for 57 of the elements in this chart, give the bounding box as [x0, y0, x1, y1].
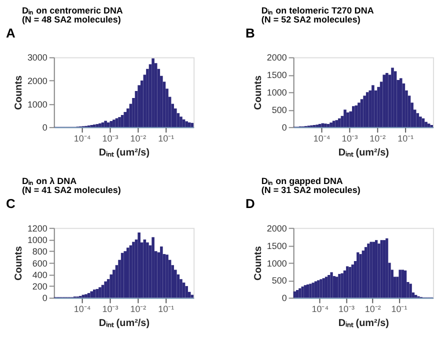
x-axis-title: Dᵢₙₜ (um²/s)	[98, 318, 150, 330]
chart-title: Dᵢₙ on telomeric T270 DNA	[261, 5, 374, 16]
x-tick-label: 10⁻²	[370, 134, 386, 144]
x-tick-label: 10⁻³	[342, 134, 358, 144]
x-tick-label: 10⁻⁴	[312, 304, 329, 314]
x-tick-label: 10⁻³	[102, 304, 118, 314]
y-tick-label: 0	[42, 293, 48, 304]
x-tick-label: 10⁻⁴	[313, 134, 330, 144]
y-tick-label: 1500	[266, 240, 287, 251]
chart-title: Dᵢₙ on λ DNA	[22, 176, 78, 186]
text: C	[6, 196, 16, 211]
x-tick-label: 10⁻²	[364, 304, 381, 314]
x-tick-label: 10⁻²	[130, 134, 146, 144]
y-tick-label: 200	[32, 282, 48, 292]
x-axis-title: Dᵢₙₜ (um²/s)	[98, 148, 150, 159]
y-tick-label: 1000	[266, 88, 287, 98]
x-tick-label: 10⁻¹	[158, 134, 174, 144]
text: B	[245, 25, 255, 40]
y-axis-title: Counts	[13, 246, 24, 280]
x-tick-label: 10⁻¹	[398, 134, 414, 144]
y-tick-label: 0	[282, 122, 287, 133]
y-tick-label: 0	[282, 293, 287, 304]
y-tick-label: 500	[272, 105, 287, 116]
text: A	[6, 25, 16, 40]
x-tick-label: 10⁻⁴	[74, 304, 91, 314]
x-tick-label: 10⁻³	[338, 304, 355, 314]
y-tick-label: 1200	[27, 223, 48, 234]
x-tick-label: 10⁻⁴	[74, 134, 91, 144]
y-axis-title: Counts	[252, 75, 264, 110]
y-tick-label: 1000	[266, 258, 287, 268]
y-axis-title: Counts	[13, 75, 24, 110]
x-axis-title: Dᵢₙₜ (um²/s)	[338, 148, 389, 159]
y-tick-label: 0	[42, 122, 48, 133]
chart-subtitle: (N = 52 SA2 molecules)	[261, 14, 360, 24]
chart-subtitle: (N = 31 SA2 molecules)	[261, 184, 360, 195]
chart-title: Dᵢₙ on centromeric DNA	[22, 5, 124, 16]
y-tick-label: 2000	[27, 76, 48, 86]
text: D	[245, 196, 255, 211]
x-tick-label: 10⁻¹	[158, 304, 174, 314]
chart-subtitle: (N = 48 SA2 molecules)	[22, 14, 121, 24]
y-tick-label: 800	[32, 246, 48, 257]
y-tick-label: 400	[32, 270, 48, 280]
x-tick-label: 10⁻²	[130, 304, 146, 314]
y-tick-label: 2000	[266, 223, 287, 234]
y-tick-label: 2000	[266, 52, 287, 63]
y-tick-label: 500	[272, 276, 287, 286]
y-tick-label: 1500	[266, 70, 287, 80]
y-tick-label: 3000	[27, 52, 48, 63]
y-axis-title: Counts	[252, 246, 264, 280]
y-tick-label: 600	[32, 258, 48, 268]
y-tick-label: 1000	[27, 99, 48, 110]
x-tick-label: 10⁻³	[102, 134, 118, 144]
y-tick-label: 1000	[27, 234, 48, 245]
chart-title: Dᵢₙ on gapped DNA	[261, 176, 344, 186]
x-axis-title: Dᵢₙₜ (um²/s)	[338, 318, 389, 330]
chart-subtitle: (N = 41 SA2 molecules)	[22, 184, 121, 195]
x-tick-label: 10⁻¹	[391, 304, 408, 314]
